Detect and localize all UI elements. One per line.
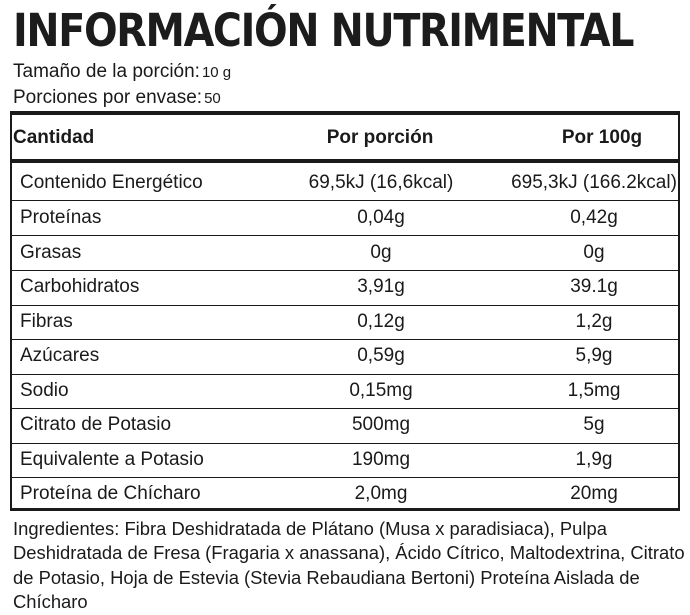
per-serving-value: 0,04g xyxy=(357,207,405,228)
servings-label: Porciones por envase: xyxy=(13,87,203,108)
per-100g-value: 5,9g xyxy=(575,345,613,366)
nutrient-name: Citrato de Potasio xyxy=(20,414,172,435)
per-serving-value: 0g xyxy=(370,242,392,263)
ingredients-text: Ingredientes: Fibra Deshidratada de Plát… xyxy=(13,518,685,613)
nutrient-name: Contenido Energético xyxy=(20,172,203,193)
nutrient-name: Proteína de Chícharo xyxy=(20,483,201,504)
per-serving-value: 0,12g xyxy=(357,311,405,332)
per-100g-value: 0g xyxy=(583,242,605,263)
nutrient-name: Proteínas xyxy=(20,207,102,228)
table-row: Grasas 0g 0g xyxy=(10,236,680,271)
row-divider xyxy=(10,408,680,409)
nutrient-name: Sodio xyxy=(20,380,69,401)
table-top-rule xyxy=(10,111,680,115)
per-100g-value: 1,9g xyxy=(575,449,613,470)
per-100g-value: 5g xyxy=(583,414,605,435)
header-per-100g: Por 100g xyxy=(561,127,643,148)
per-100g-value: 0,42g xyxy=(570,207,618,228)
table-header-rule xyxy=(10,159,680,163)
table-row: Contenido Energético 69,5kJ (16,6kcal) 6… xyxy=(10,166,680,201)
table-row: Fibras 0,12g 1,2g xyxy=(10,305,680,340)
per-serving-value: 69,5kJ (16,6kcal) xyxy=(308,172,454,193)
row-divider xyxy=(10,200,680,201)
row-divider xyxy=(10,339,680,340)
per-serving-value: 0,59g xyxy=(357,345,405,366)
header-quantity: Cantidad xyxy=(13,127,95,148)
serving-size: Tamaño de la porción: 10 g xyxy=(13,60,231,85)
table-row: Sodio 0,15mg 1,5mg xyxy=(10,374,680,409)
table-row: Azúcares 0,59g 5,9g xyxy=(10,339,680,374)
per-100g-value: 1,5mg xyxy=(567,380,621,401)
row-divider xyxy=(10,443,680,444)
per-100g-value: 695,3kJ (166.2kcal) xyxy=(511,172,677,193)
servings-per-container: Porciones por envase: 50 xyxy=(13,86,221,111)
nutrient-name: Grasas xyxy=(20,242,82,263)
table-row: Carbohidratos 3,91g 39.1g xyxy=(10,270,680,305)
row-divider xyxy=(10,235,680,236)
nutrient-name: Equivalente a Potasio xyxy=(20,449,204,470)
per-serving-value: 190mg xyxy=(351,449,411,470)
table-right-border xyxy=(678,112,680,510)
table-bottom-rule xyxy=(10,508,680,511)
per-100g-value: 20mg xyxy=(570,483,618,504)
per-serving-value: 500mg xyxy=(351,414,411,435)
nutrient-name: Azúcares xyxy=(20,345,100,366)
row-divider xyxy=(10,270,680,271)
panel-title: INFORMACIÓN NUTRIMENTAL xyxy=(13,4,634,57)
table-left-border xyxy=(10,112,12,510)
per-serving-value: 3,91g xyxy=(357,276,405,297)
table-row: Equivalente a Potasio 190mg 1,9g xyxy=(10,443,680,478)
servings-value: 50 xyxy=(204,90,221,107)
nutrient-name: Carbohidratos xyxy=(20,276,140,297)
table-row: Citrato de Potasio 500mg 5g xyxy=(10,408,680,443)
table-row: Proteínas 0,04g 0,42g xyxy=(10,201,680,236)
per-serving-value: 2,0mg xyxy=(354,483,408,504)
row-divider xyxy=(10,305,680,306)
nutrient-name: Fibras xyxy=(20,311,73,332)
per-serving-value: 0,15mg xyxy=(349,380,413,401)
serving-size-label: Tamaño de la porción: xyxy=(13,61,200,82)
row-divider xyxy=(10,374,680,375)
serving-size-value: 10 g xyxy=(201,64,232,81)
per-100g-value: 39.1g xyxy=(570,276,618,297)
table-row: Proteína de Chícharo 2,0mg 20mg xyxy=(10,477,680,512)
per-100g-value: 1,2g xyxy=(575,311,613,332)
row-divider xyxy=(10,477,680,478)
header-per-serving: Por porción xyxy=(326,127,434,148)
